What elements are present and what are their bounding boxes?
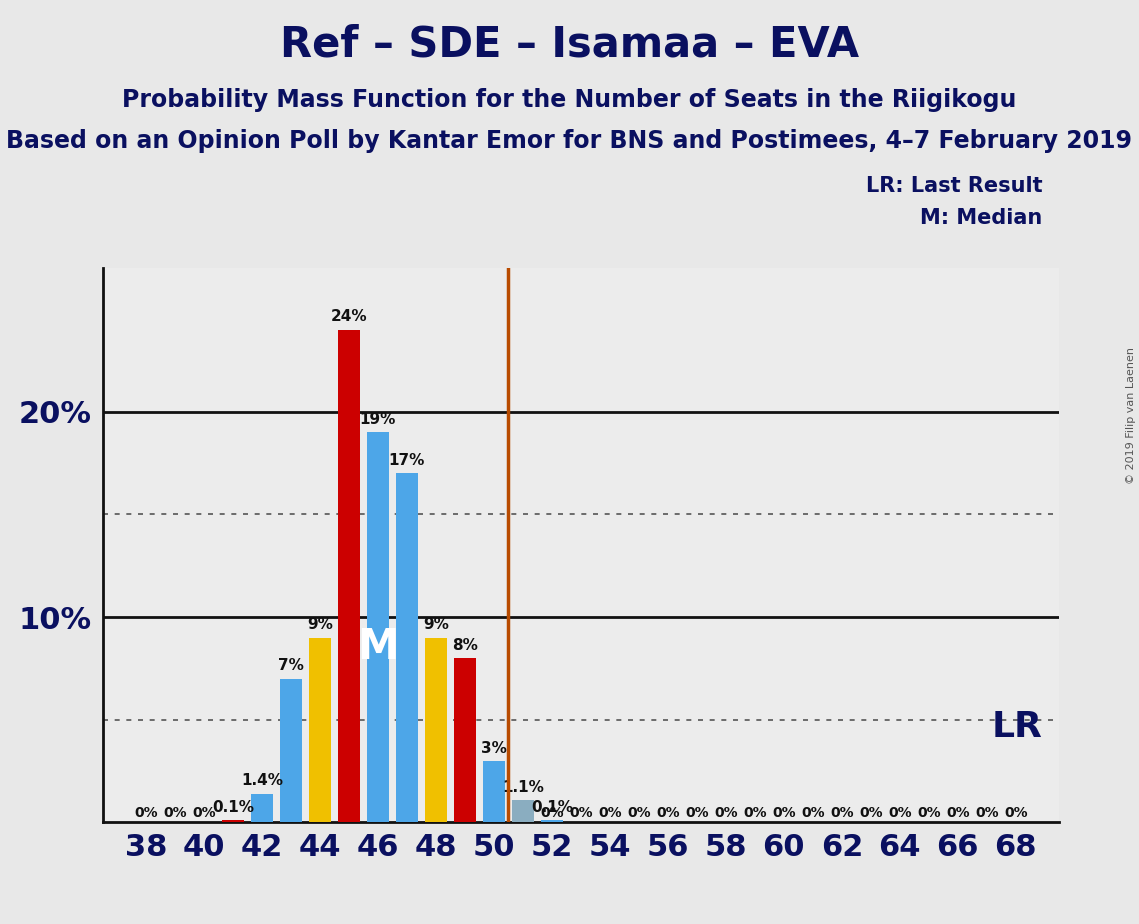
Text: M: M bbox=[358, 626, 399, 668]
Text: 0%: 0% bbox=[714, 806, 738, 820]
Bar bbox=[483, 760, 505, 822]
Bar bbox=[396, 473, 418, 822]
Text: 0%: 0% bbox=[772, 806, 796, 820]
Text: 0.1%: 0.1% bbox=[531, 800, 573, 815]
Text: 0%: 0% bbox=[685, 806, 708, 820]
Text: 8%: 8% bbox=[452, 638, 478, 653]
Text: 9%: 9% bbox=[308, 617, 333, 632]
Text: Probability Mass Function for the Number of Seats in the Riigikogu: Probability Mass Function for the Number… bbox=[122, 88, 1017, 112]
Text: 1.4%: 1.4% bbox=[241, 773, 282, 788]
Text: 0%: 0% bbox=[570, 806, 592, 820]
Text: 0%: 0% bbox=[830, 806, 853, 820]
Text: 0%: 0% bbox=[656, 806, 680, 820]
Text: 0%: 0% bbox=[163, 806, 187, 820]
Text: 0%: 0% bbox=[888, 806, 911, 820]
Text: LR: LR bbox=[991, 710, 1042, 744]
Text: Based on an Opinion Poll by Kantar Emor for BNS and Postimees, 4–7 February 2019: Based on an Opinion Poll by Kantar Emor … bbox=[7, 129, 1132, 153]
Text: 9%: 9% bbox=[423, 617, 449, 632]
Text: 0%: 0% bbox=[917, 806, 941, 820]
Bar bbox=[513, 800, 534, 822]
Text: 24%: 24% bbox=[330, 310, 367, 324]
Text: 0%: 0% bbox=[134, 806, 158, 820]
Text: 0%: 0% bbox=[947, 806, 969, 820]
Text: 0%: 0% bbox=[1003, 806, 1027, 820]
Bar bbox=[338, 330, 360, 822]
Text: 17%: 17% bbox=[388, 453, 425, 468]
Bar bbox=[222, 821, 244, 822]
Bar bbox=[251, 794, 273, 822]
Bar bbox=[541, 821, 563, 822]
Text: M: Median: M: Median bbox=[920, 208, 1042, 228]
Text: 0%: 0% bbox=[859, 806, 883, 820]
Text: Ref – SDE – Isamaa – EVA: Ref – SDE – Isamaa – EVA bbox=[280, 23, 859, 65]
Text: 0%: 0% bbox=[540, 806, 564, 820]
Text: 0.1%: 0.1% bbox=[212, 800, 254, 815]
Text: 3%: 3% bbox=[481, 741, 507, 756]
Bar bbox=[367, 432, 388, 822]
Text: 0%: 0% bbox=[801, 806, 825, 820]
Text: 0%: 0% bbox=[975, 806, 999, 820]
Text: LR: Last Result: LR: Last Result bbox=[866, 176, 1042, 196]
Bar bbox=[280, 678, 302, 822]
Bar bbox=[425, 638, 446, 822]
Bar bbox=[454, 658, 476, 822]
Text: 19%: 19% bbox=[360, 412, 396, 427]
Text: 0%: 0% bbox=[743, 806, 767, 820]
Text: 7%: 7% bbox=[278, 659, 304, 674]
Text: 1.1%: 1.1% bbox=[502, 780, 543, 795]
Text: 0%: 0% bbox=[598, 806, 622, 820]
Bar bbox=[309, 638, 330, 822]
Text: © 2019 Filip van Laenen: © 2019 Filip van Laenen bbox=[1126, 347, 1136, 484]
Text: 0%: 0% bbox=[192, 806, 215, 820]
Text: 0%: 0% bbox=[628, 806, 650, 820]
